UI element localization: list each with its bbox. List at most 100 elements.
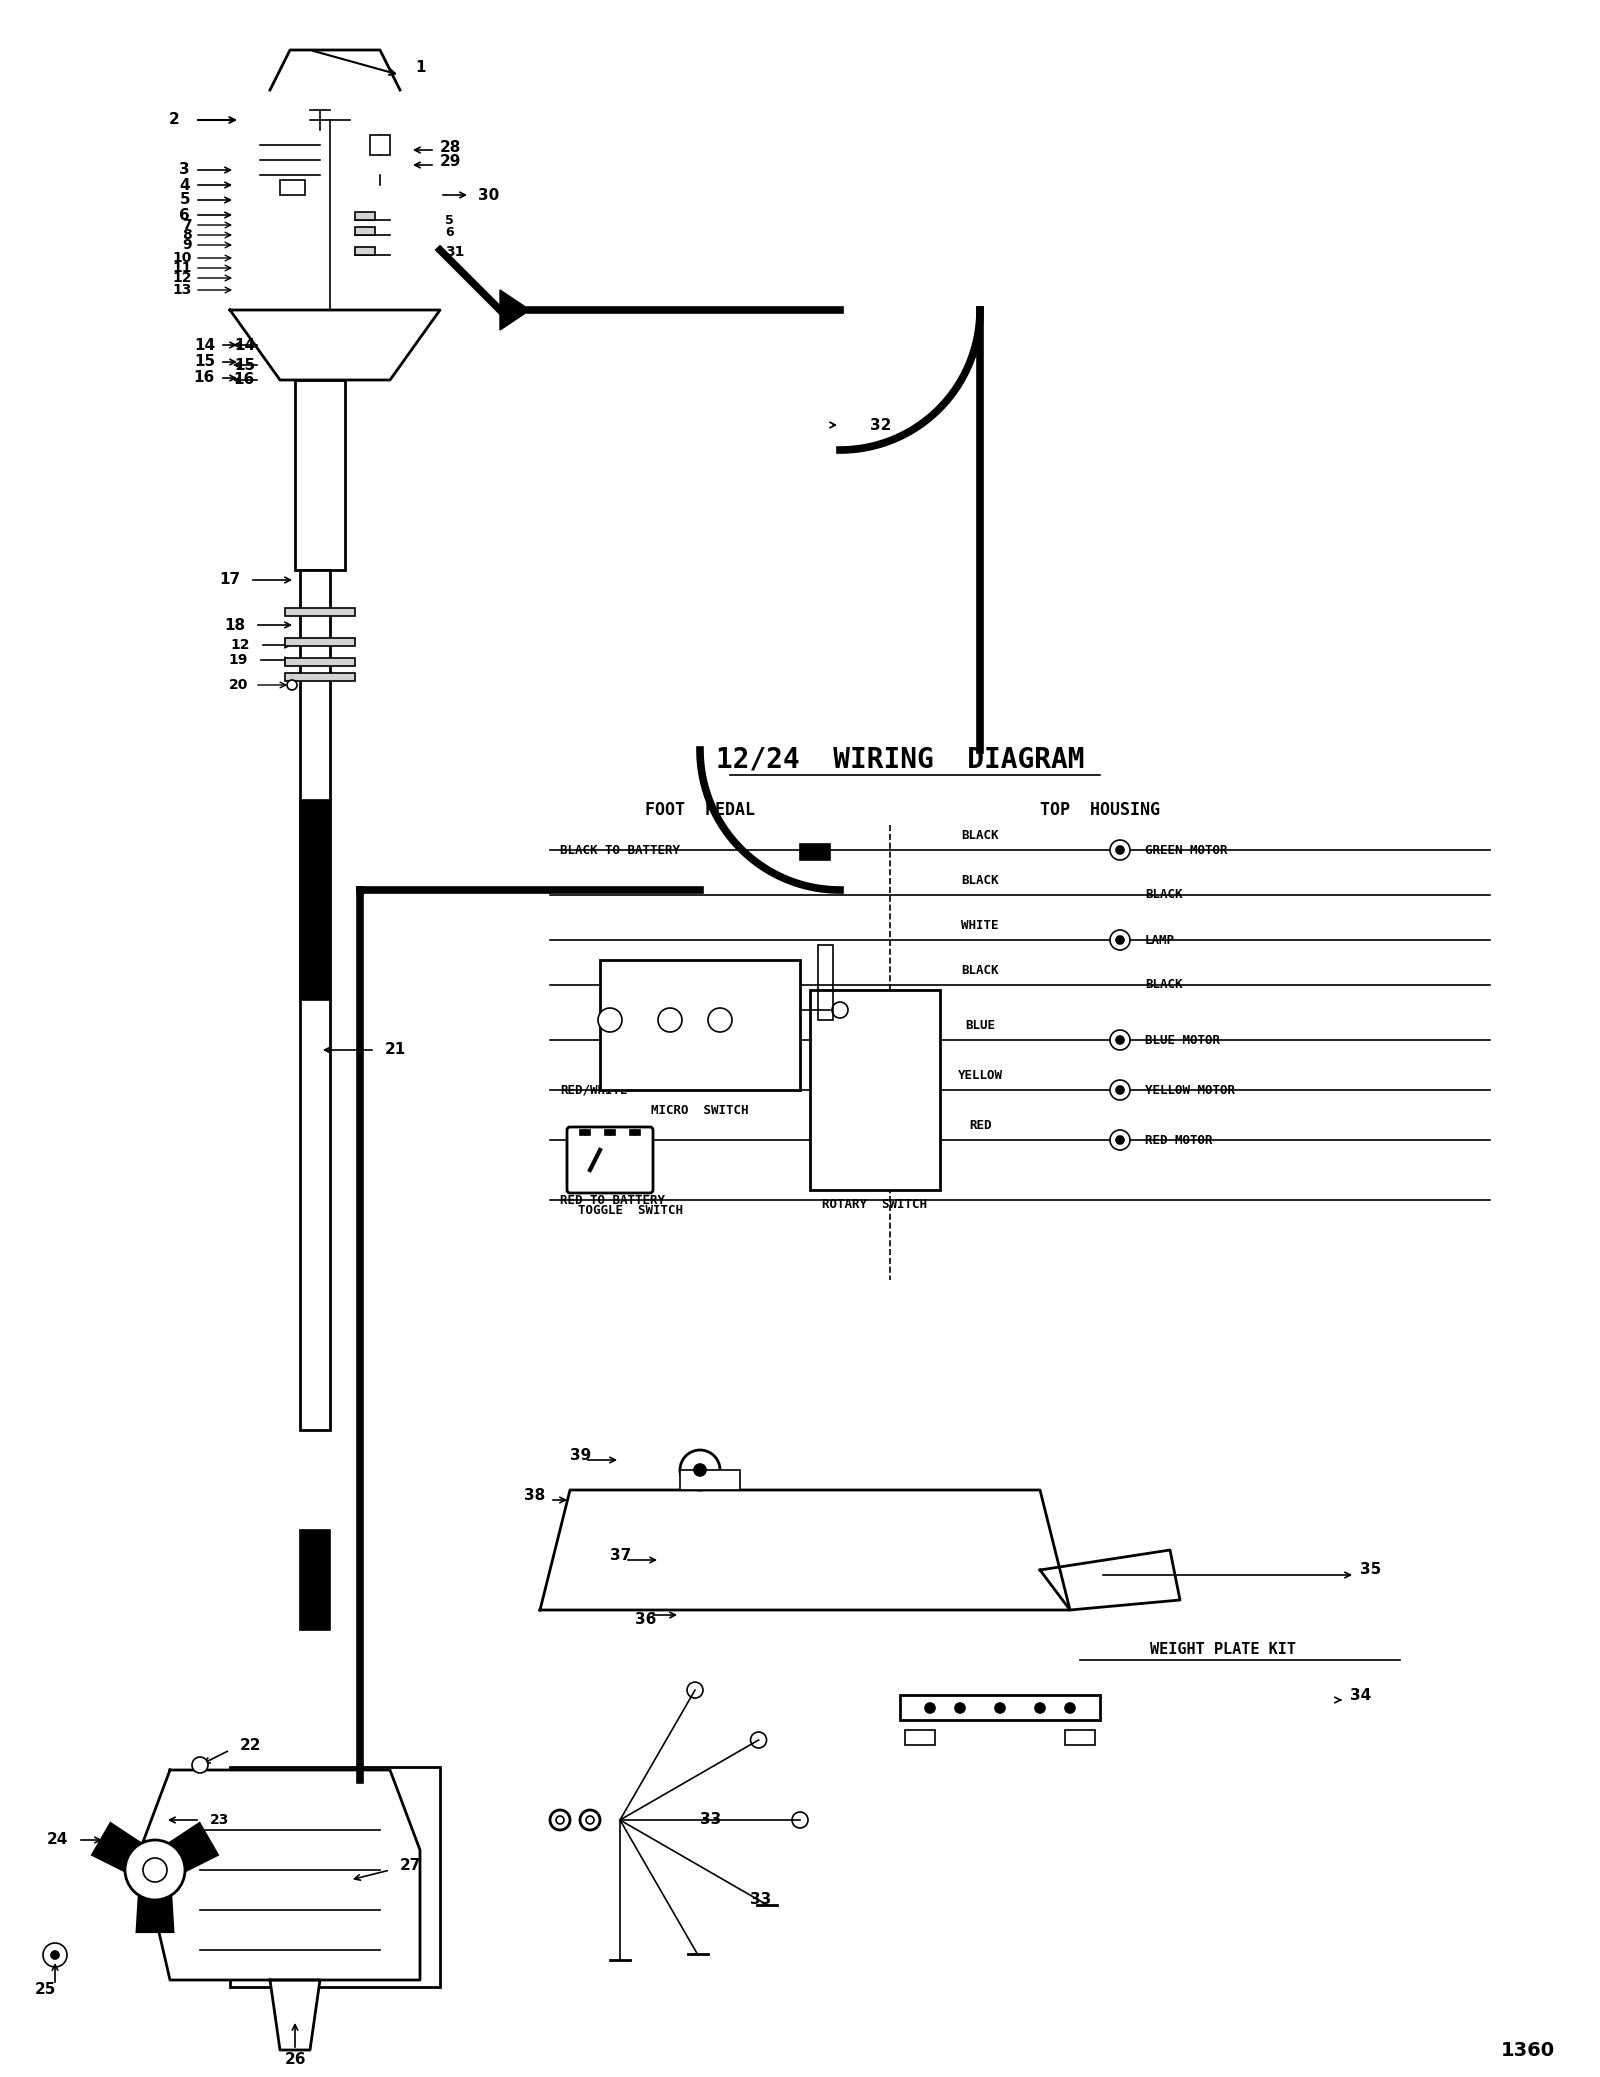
Text: GREEN MOTOR: GREEN MOTOR bbox=[1146, 843, 1227, 856]
Text: 5: 5 bbox=[179, 193, 190, 208]
Bar bbox=[630, 1130, 640, 1134]
Text: 2: 2 bbox=[822, 1055, 827, 1066]
Circle shape bbox=[1110, 1030, 1130, 1051]
Text: 15: 15 bbox=[194, 355, 214, 370]
Text: 4: 4 bbox=[822, 1084, 827, 1095]
Text: 33: 33 bbox=[701, 1813, 722, 1828]
Text: 19: 19 bbox=[229, 652, 248, 667]
Text: BLACK: BLACK bbox=[1146, 889, 1182, 901]
Text: 3: 3 bbox=[179, 162, 190, 177]
Text: 22: 22 bbox=[240, 1738, 261, 1753]
Bar bbox=[1066, 1730, 1094, 1745]
Text: MICRO  SWITCH: MICRO SWITCH bbox=[651, 1103, 749, 1117]
Circle shape bbox=[142, 1859, 166, 1882]
FancyBboxPatch shape bbox=[566, 1128, 653, 1192]
Text: TOGGLE  SWITCH: TOGGLE SWITCH bbox=[578, 1203, 683, 1217]
Text: 21: 21 bbox=[386, 1043, 406, 1057]
Circle shape bbox=[955, 1703, 965, 1714]
Circle shape bbox=[1117, 1136, 1123, 1144]
Circle shape bbox=[1117, 1036, 1123, 1045]
Bar bbox=[285, 638, 355, 646]
Circle shape bbox=[286, 679, 298, 690]
Polygon shape bbox=[270, 1979, 320, 2050]
Text: NO: NO bbox=[662, 984, 677, 997]
Text: 37: 37 bbox=[610, 1547, 632, 1562]
Circle shape bbox=[1066, 1703, 1075, 1714]
Text: 12: 12 bbox=[230, 638, 250, 652]
Polygon shape bbox=[136, 1871, 174, 1932]
Text: BLUE: BLUE bbox=[965, 1020, 995, 1032]
Text: 13: 13 bbox=[173, 282, 192, 297]
Text: 5: 5 bbox=[445, 214, 454, 226]
Text: 35: 35 bbox=[1360, 1562, 1381, 1579]
Text: 27: 27 bbox=[400, 1857, 421, 1873]
Text: 12/24  WIRING  DIAGRAM: 12/24 WIRING DIAGRAM bbox=[715, 746, 1085, 775]
Text: 6: 6 bbox=[179, 208, 190, 222]
Text: 7: 7 bbox=[182, 218, 192, 233]
Text: 1: 1 bbox=[414, 60, 426, 75]
Circle shape bbox=[658, 1007, 682, 1032]
Bar bbox=[355, 226, 374, 235]
Text: 23: 23 bbox=[210, 1813, 229, 1828]
Circle shape bbox=[125, 1840, 186, 1900]
Text: 20: 20 bbox=[229, 677, 248, 692]
Text: BLACK: BLACK bbox=[1146, 978, 1182, 991]
Bar bbox=[285, 609, 355, 617]
Text: 26: 26 bbox=[285, 2052, 306, 2067]
Polygon shape bbox=[141, 1770, 419, 1979]
Polygon shape bbox=[91, 1824, 162, 1882]
Circle shape bbox=[995, 1703, 1005, 1714]
Text: N: N bbox=[869, 1080, 882, 1099]
Circle shape bbox=[1117, 845, 1123, 854]
Text: RED/WHITE: RED/WHITE bbox=[560, 1084, 627, 1097]
Text: BLACK TO BATTERY: BLACK TO BATTERY bbox=[560, 843, 680, 856]
Text: RED MOTOR: RED MOTOR bbox=[1146, 1134, 1213, 1147]
Bar bbox=[800, 843, 830, 860]
Bar bbox=[906, 1730, 934, 1745]
Text: YELLOW: YELLOW bbox=[957, 1070, 1003, 1082]
Text: 34: 34 bbox=[1350, 1687, 1371, 1703]
Circle shape bbox=[1110, 839, 1130, 860]
Text: ROTARY  SWITCH: ROTARY SWITCH bbox=[822, 1198, 928, 1211]
Text: FOOT  PEDAL: FOOT PEDAL bbox=[645, 802, 755, 818]
Text: 28: 28 bbox=[440, 139, 461, 154]
Bar bbox=[285, 673, 355, 681]
Text: 6: 6 bbox=[445, 226, 454, 239]
Circle shape bbox=[680, 1450, 720, 1489]
Text: 33: 33 bbox=[750, 1892, 771, 1907]
Bar bbox=[810, 991, 941, 1190]
Polygon shape bbox=[541, 1489, 1070, 1610]
Text: 11: 11 bbox=[173, 262, 192, 274]
Circle shape bbox=[1117, 1086, 1123, 1095]
Text: LAMP: LAMP bbox=[1146, 933, 1174, 947]
Text: BLACK: BLACK bbox=[962, 874, 998, 887]
Text: 15: 15 bbox=[234, 357, 254, 372]
Circle shape bbox=[1110, 1080, 1130, 1101]
Text: 14: 14 bbox=[194, 336, 214, 353]
Text: 18: 18 bbox=[224, 617, 245, 633]
Text: BLACK: BLACK bbox=[962, 964, 998, 976]
Circle shape bbox=[51, 1950, 59, 1959]
Text: BLACK: BLACK bbox=[962, 829, 998, 841]
Circle shape bbox=[707, 1007, 733, 1032]
Circle shape bbox=[925, 1703, 934, 1714]
Text: WEIGHT PLATE KIT: WEIGHT PLATE KIT bbox=[1150, 1643, 1296, 1657]
Bar bbox=[899, 1695, 1101, 1720]
Text: 16: 16 bbox=[194, 370, 214, 386]
Bar bbox=[680, 1471, 739, 1489]
Circle shape bbox=[1035, 1703, 1045, 1714]
Text: 16: 16 bbox=[234, 372, 254, 388]
Bar bbox=[600, 960, 800, 1090]
Circle shape bbox=[1110, 1130, 1130, 1151]
Text: 2: 2 bbox=[170, 112, 179, 127]
Text: WHITE: WHITE bbox=[962, 918, 998, 933]
Polygon shape bbox=[230, 1768, 440, 1988]
Bar bbox=[301, 800, 330, 999]
Polygon shape bbox=[149, 1824, 218, 1882]
Text: 30: 30 bbox=[478, 187, 499, 201]
Text: RED: RED bbox=[968, 1120, 992, 1132]
Text: 24: 24 bbox=[46, 1832, 67, 1849]
Text: 31: 31 bbox=[445, 245, 464, 260]
Text: 29: 29 bbox=[440, 154, 461, 170]
Circle shape bbox=[598, 1007, 622, 1032]
